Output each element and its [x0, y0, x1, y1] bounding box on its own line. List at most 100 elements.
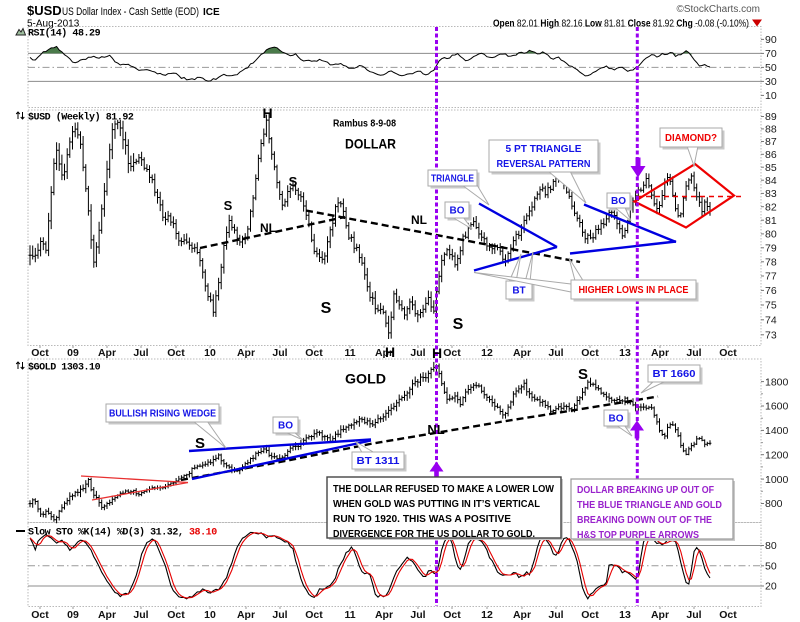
svg-text:Apr: Apr [375, 609, 393, 621]
svg-text:Jul: Jul [133, 347, 148, 359]
svg-text:Jul: Jul [272, 609, 287, 621]
svg-text:Apr: Apr [651, 609, 669, 621]
svg-text:DIVERGENCE FOR THE US DOLLAR T: DIVERGENCE FOR THE US DOLLAR TO GOLD. [333, 529, 535, 540]
svg-text:TRIANGLE: TRIANGLE [431, 174, 474, 185]
svg-text:90: 90 [765, 34, 777, 46]
svg-text:78: 78 [765, 257, 777, 269]
svg-text:H: H [385, 344, 395, 360]
svg-text:Slow STO %K(14) %D(3) 31.32, 3: Slow STO %K(14) %D(3) 31.32, 38.10 [28, 527, 217, 539]
svg-text:DOLLAR: DOLLAR [345, 136, 396, 152]
svg-text:RSI(14) 48.29: RSI(14) 48.29 [28, 28, 101, 40]
svg-text:09: 09 [67, 609, 79, 621]
svg-text:©StockCharts.com: ©StockCharts.com [676, 4, 760, 15]
svg-text:THE DOLLAR REFUSED TO MAKE A L: THE DOLLAR REFUSED TO MAKE A LOWER LOW [333, 484, 554, 495]
svg-text:Jul: Jul [410, 347, 425, 359]
svg-text:Apr: Apr [237, 609, 255, 621]
svg-text:10: 10 [204, 609, 216, 621]
svg-text:75: 75 [765, 300, 777, 312]
svg-text:83: 83 [765, 188, 777, 200]
svg-text:1400: 1400 [765, 425, 789, 437]
svg-text:13: 13 [619, 609, 631, 621]
svg-text:S: S [289, 174, 298, 189]
svg-text:Oct: Oct [31, 609, 49, 621]
svg-text:Jul: Jul [686, 609, 701, 621]
svg-text:Jul: Jul [548, 347, 563, 359]
svg-text:S: S [321, 300, 332, 317]
svg-text:74: 74 [765, 315, 777, 327]
svg-text:10: 10 [204, 347, 216, 359]
svg-text:Oct: Oct [443, 609, 461, 621]
svg-text:80: 80 [765, 540, 777, 552]
svg-text:HIGHER LOWS IN PLACE: HIGHER LOWS IN PLACE [579, 285, 689, 296]
svg-text:Oct: Oct [167, 609, 185, 621]
svg-text:GOLD: GOLD [345, 371, 386, 387]
svg-text:H: H [262, 105, 272, 121]
svg-text:50: 50 [765, 561, 777, 573]
svg-text:77: 77 [765, 271, 777, 283]
svg-text:BO: BO [450, 206, 465, 217]
svg-text:S: S [195, 435, 205, 452]
svg-text:76: 76 [765, 285, 777, 297]
svg-text:30: 30 [765, 76, 777, 88]
svg-text:S: S [224, 198, 233, 213]
svg-text:5-Aug-2013: 5-Aug-2013 [27, 19, 80, 30]
svg-text:Jul: Jul [548, 609, 563, 621]
svg-text:11: 11 [344, 347, 355, 359]
svg-text:Oct: Oct [443, 347, 461, 359]
svg-text:88: 88 [765, 124, 777, 136]
svg-text:DIAMOND?: DIAMOND? [665, 133, 717, 144]
svg-text:Apr: Apr [237, 347, 255, 359]
svg-text:5 PT TRIANGLE: 5 PT TRIANGLE [506, 144, 582, 155]
svg-text:12: 12 [481, 609, 493, 621]
svg-text:81: 81 [765, 215, 777, 227]
svg-text:Oct: Oct [581, 609, 599, 621]
svg-text:Apr: Apr [375, 347, 393, 359]
svg-text:1600: 1600 [765, 401, 789, 413]
svg-text:DOLLAR BREAKING UP OUT OF: DOLLAR BREAKING UP OUT OF [577, 485, 714, 496]
svg-text:Oct: Oct [581, 347, 599, 359]
svg-text:73: 73 [765, 330, 777, 342]
svg-text:$GOLD 1303.10: $GOLD 1303.10 [28, 362, 101, 374]
svg-text:BT 1311: BT 1311 [357, 456, 400, 467]
svg-text:Jul: Jul [133, 609, 148, 621]
svg-text:US Dollar Index - Cash Settle: US Dollar Index - Cash Settle (EOD) [62, 6, 199, 18]
svg-text:RUN TO 1920. THIS WAS A POSITI: RUN TO 1920. THIS WAS A POSITIVE [333, 514, 511, 525]
svg-text:S: S [578, 366, 588, 383]
svg-text:BO: BO [609, 414, 624, 425]
svg-text:BO: BO [278, 421, 293, 432]
svg-text:Apr: Apr [513, 347, 531, 359]
svg-text:1800: 1800 [765, 376, 789, 388]
svg-text:85: 85 [765, 162, 777, 174]
svg-text:11: 11 [344, 609, 355, 621]
svg-text:REVERSAL PATTERN: REVERSAL PATTERN [497, 159, 591, 170]
svg-text:H: H [432, 345, 442, 361]
svg-text:BT: BT [512, 286, 525, 297]
svg-text:800: 800 [765, 498, 783, 510]
svg-text:Oct: Oct [31, 347, 49, 359]
svg-text:80: 80 [765, 229, 777, 241]
svg-text:Open 82.01 High 82.16 Low 81.8: Open 82.01 High 82.16 Low 81.81 Close 81… [493, 18, 749, 30]
svg-text:86: 86 [765, 149, 777, 161]
svg-text:89: 89 [765, 111, 777, 123]
svg-text:79: 79 [765, 243, 777, 255]
svg-text:Oct: Oct [305, 609, 323, 621]
svg-text:NL: NL [427, 422, 444, 437]
svg-text:12: 12 [481, 347, 493, 359]
svg-text:1200: 1200 [765, 449, 789, 461]
svg-text:NL: NL [411, 213, 427, 227]
svg-text:THE BLUE TRIANGLE AND GOLD: THE BLUE TRIANGLE AND GOLD [577, 500, 722, 511]
svg-text:BO: BO [611, 196, 626, 207]
svg-text:84: 84 [765, 175, 777, 187]
svg-text:Oct: Oct [305, 347, 323, 359]
svg-text:WHEN GOLD WAS PUTTING IN IT’S: WHEN GOLD WAS PUTTING IN IT’S VERTICAL [333, 499, 540, 510]
svg-text:50: 50 [765, 62, 777, 74]
svg-text:BULLISH RISING WEDGE: BULLISH RISING WEDGE [109, 409, 216, 420]
svg-text:20: 20 [765, 581, 777, 593]
svg-text:Oct: Oct [167, 347, 185, 359]
svg-text:1000: 1000 [765, 474, 789, 486]
svg-text:70: 70 [765, 48, 777, 60]
svg-text:Apr: Apr [98, 609, 116, 621]
svg-text:S: S [453, 316, 464, 333]
svg-text:Apr: Apr [98, 347, 116, 359]
svg-text:$USD: $USD [27, 3, 62, 18]
